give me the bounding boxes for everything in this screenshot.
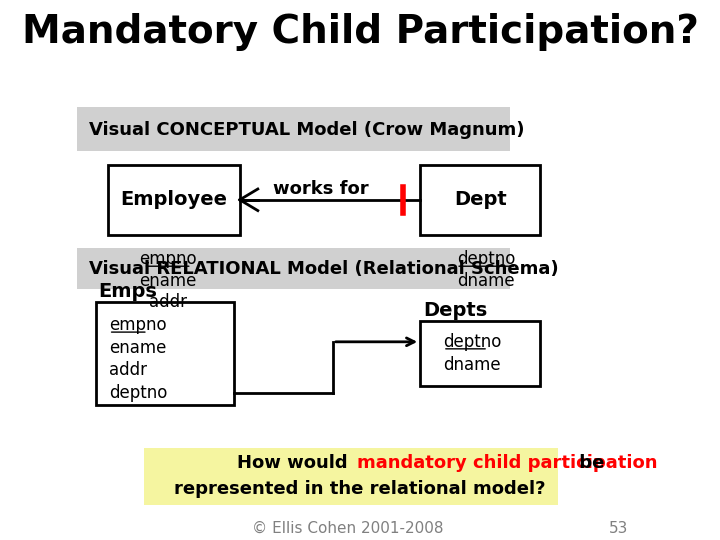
Text: works for: works for [273, 180, 369, 198]
Text: addr: addr [148, 293, 186, 312]
Text: empno: empno [139, 250, 197, 268]
Text: Visual RELATIONAL Model (Relational Schema): Visual RELATIONAL Model (Relational Sche… [89, 260, 559, 278]
Text: Employee: Employee [120, 190, 227, 210]
FancyBboxPatch shape [78, 107, 510, 151]
Text: Mandatory Child Participation?: Mandatory Child Participation? [22, 14, 698, 51]
Text: empno: empno [109, 316, 166, 334]
FancyBboxPatch shape [96, 302, 234, 405]
FancyBboxPatch shape [107, 165, 240, 235]
Text: mandatory child participation: mandatory child participation [357, 454, 657, 472]
Text: represented in the relational model?: represented in the relational model? [174, 480, 546, 498]
Text: How would: How would [237, 454, 354, 472]
Text: dname: dname [443, 355, 500, 374]
Text: 53: 53 [609, 521, 628, 536]
FancyBboxPatch shape [420, 165, 540, 235]
Text: ename: ename [109, 339, 166, 357]
Text: ename: ename [139, 272, 197, 290]
Text: © Ellis Cohen 2001-2008: © Ellis Cohen 2001-2008 [252, 521, 444, 536]
Text: Depts: Depts [423, 301, 487, 320]
Text: deptno: deptno [457, 250, 516, 268]
Text: Visual CONCEPTUAL Model (Crow Magnum): Visual CONCEPTUAL Model (Crow Magnum) [89, 120, 525, 139]
Text: deptno: deptno [443, 333, 501, 351]
Text: be: be [573, 454, 605, 472]
Text: addr: addr [109, 361, 147, 380]
FancyBboxPatch shape [143, 448, 559, 505]
Text: Dept: Dept [454, 190, 507, 210]
FancyBboxPatch shape [420, 321, 540, 386]
Text: deptno: deptno [109, 384, 167, 402]
Text: Emps: Emps [99, 282, 158, 301]
Text: dname: dname [457, 272, 515, 290]
FancyBboxPatch shape [78, 248, 510, 289]
